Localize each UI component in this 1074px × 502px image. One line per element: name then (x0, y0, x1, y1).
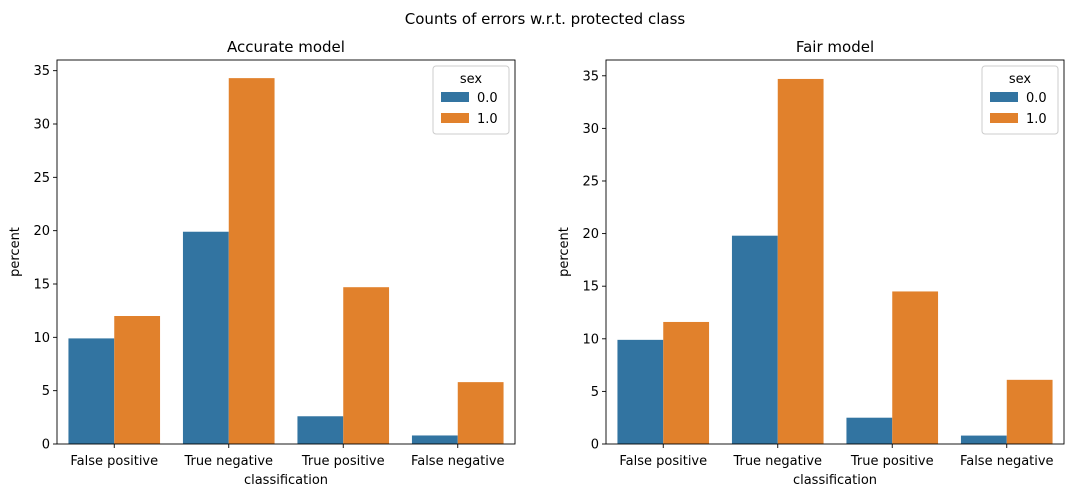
y-tick-label: 5 (591, 385, 599, 400)
chart-1: 0 5 10 15 20 25 30 35 False positive True negativ… (8, 38, 516, 488)
bar-true-negative-series-1 (777, 78, 824, 445)
y-tick-label: 5 (42, 384, 50, 399)
bar-false-positive-series-1 (114, 316, 161, 444)
legend-title: sex (460, 72, 483, 87)
chart-2: 0 5 10 15 20 25 30 35 False positive True negativ… (557, 38, 1065, 488)
legend-entry-0: 0.0 (1026, 91, 1047, 106)
legend-swatch-1 (441, 113, 469, 123)
x-tick-label: False positive (619, 454, 707, 469)
y-tick-label: 15 (582, 280, 599, 295)
x-tick-label: True negative (732, 454, 822, 469)
y-tick-label: 35 (33, 64, 50, 79)
legend-entry-1: 1.0 (1026, 112, 1047, 127)
figure-title: Counts of errors w.r.t. protected class (405, 10, 686, 28)
bar-true-negative-series-0 (182, 231, 229, 444)
bar-true-positive-series-1 (343, 287, 390, 444)
y-tick-label: 0 (591, 438, 599, 453)
x-tick-label: False positive (70, 454, 158, 469)
bar-true-negative-series-0 (731, 235, 778, 444)
legend: sex 0.0 1.0 (432, 65, 510, 135)
y-tick-label: 10 (33, 331, 50, 346)
bar-false-negative-series-0 (960, 435, 1007, 444)
bar-false-negative-series-1 (457, 382, 504, 444)
bar-false-negative-series-0 (411, 435, 458, 444)
bar-true-negative-series-1 (228, 78, 275, 444)
y-tick-label: 25 (582, 174, 599, 189)
y-tick-label: 20 (582, 227, 599, 242)
y-tick-label: 0 (42, 438, 50, 453)
legend-title: sex (1009, 72, 1032, 87)
chart-title: Accurate model (227, 38, 345, 56)
chart-title: Fair model (796, 38, 874, 56)
bar-false-positive-series-1 (663, 321, 710, 444)
y-tick-label: 30 (33, 118, 50, 133)
legend-entry-1: 1.0 (477, 112, 498, 127)
x-tick-label: True negative (183, 454, 273, 469)
x-tick-label: False negative (960, 454, 1054, 469)
plot-frame (605, 59, 1065, 445)
y-tick-label: 10 (582, 332, 599, 347)
bar-true-positive-series-0 (846, 417, 893, 444)
legend-swatch-0 (990, 92, 1018, 102)
x-axis-label: classification (244, 473, 328, 488)
y-tick-label: 30 (582, 122, 599, 137)
y-tick-label: 20 (33, 224, 50, 239)
legend-swatch-1 (990, 113, 1018, 123)
plot-frame (56, 59, 516, 445)
bar-true-positive-series-0 (297, 416, 344, 444)
bar-false-negative-series-1 (1006, 379, 1053, 444)
x-axis-label: classification (793, 473, 877, 488)
y-tick-label: 35 (582, 69, 599, 84)
legend: sex 0.0 1.0 (981, 65, 1059, 135)
bar-false-positive-series-0 (617, 339, 664, 444)
y-axis-label: percent (557, 227, 572, 277)
bar-true-positive-series-1 (892, 291, 939, 444)
x-tick-label: True positive (850, 454, 934, 469)
y-tick-label: 15 (33, 278, 50, 293)
x-tick-label: True positive (301, 454, 385, 469)
y-tick-label: 25 (33, 171, 50, 186)
legend-swatch-0 (441, 92, 469, 102)
legend-entry-0: 0.0 (477, 91, 498, 106)
x-tick-label: False negative (411, 454, 505, 469)
bar-false-positive-series-0 (68, 338, 115, 444)
y-axis-label: percent (8, 227, 23, 277)
